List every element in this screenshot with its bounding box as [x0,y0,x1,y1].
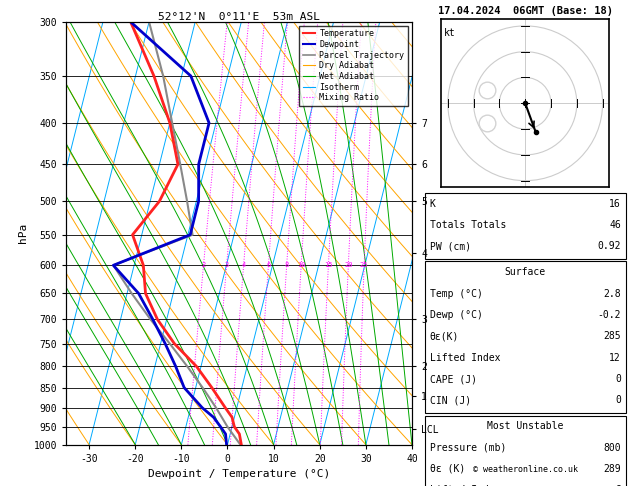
Text: 0: 0 [615,374,621,384]
Text: Surface: Surface [504,267,546,277]
Text: Totals Totals: Totals Totals [430,220,506,230]
Text: 285: 285 [603,331,621,341]
Text: 8: 8 [284,262,289,268]
Text: kt: kt [444,29,455,38]
Text: CIN (J): CIN (J) [430,396,470,405]
Text: CAPE (J): CAPE (J) [430,374,477,384]
Text: 0.92: 0.92 [598,242,621,251]
Text: -0.2: -0.2 [598,310,621,320]
Text: 16: 16 [609,199,621,208]
Text: Lifted Index: Lifted Index [430,353,500,363]
Text: 17.04.2024  06GMT (Base: 18): 17.04.2024 06GMT (Base: 18) [438,6,613,16]
Text: 6: 6 [266,262,270,268]
Text: K: K [430,199,435,208]
Text: θε (K): θε (K) [430,464,465,474]
Text: Most Unstable: Most Unstable [487,421,564,431]
Text: Pressure (mb): Pressure (mb) [430,443,506,452]
Text: 25: 25 [360,262,369,268]
Text: 2.8: 2.8 [603,289,621,298]
Text: PW (cm): PW (cm) [430,242,470,251]
Text: 3: 3 [225,262,229,268]
Text: 2: 2 [201,262,206,268]
Text: 46: 46 [609,220,621,230]
Text: 800: 800 [603,443,621,452]
Text: Temp (°C): Temp (°C) [430,289,482,298]
Text: 4: 4 [242,262,246,268]
Text: 0: 0 [615,396,621,405]
Text: 15: 15 [324,262,333,268]
Legend: Temperature, Dewpoint, Parcel Trajectory, Dry Adiabat, Wet Adiabat, Isotherm, Mi: Temperature, Dewpoint, Parcel Trajectory… [299,26,408,105]
X-axis label: Dewpoint / Temperature (°C): Dewpoint / Temperature (°C) [148,469,330,479]
Text: © weatheronline.co.uk: © weatheronline.co.uk [473,465,577,474]
Text: 289: 289 [603,464,621,474]
Text: 52°12'N  0°11'E  53m ASL: 52°12'N 0°11'E 53m ASL [158,12,320,22]
Text: θε(K): θε(K) [430,331,459,341]
Text: 10: 10 [297,262,306,268]
Text: Dewp (°C): Dewp (°C) [430,310,482,320]
Y-axis label: hPa: hPa [18,223,28,243]
Text: 20: 20 [344,262,353,268]
Text: 12: 12 [609,353,621,363]
